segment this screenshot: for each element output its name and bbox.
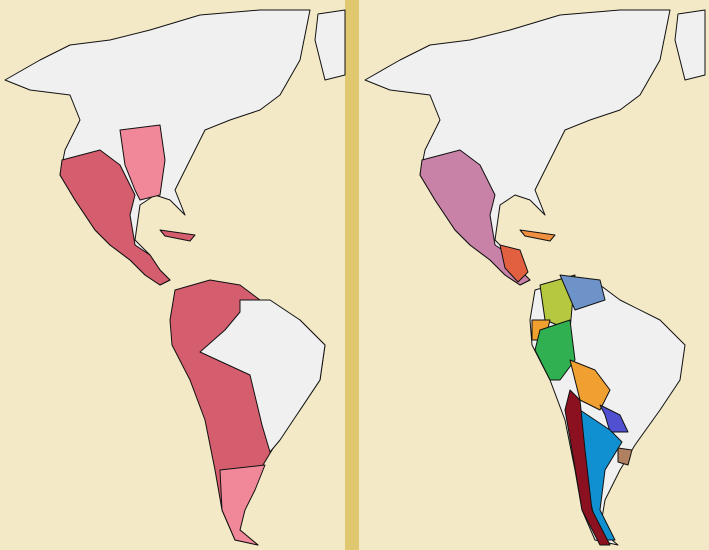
bolivia	[569, 359, 611, 411]
texas-region	[119, 124, 166, 201]
cuba	[159, 229, 196, 242]
divider	[345, 0, 359, 550]
venezuela	[559, 274, 606, 311]
peru	[534, 319, 576, 381]
patagonia	[219, 464, 266, 546]
chile	[564, 389, 611, 546]
cuba	[519, 229, 556, 242]
uruguay	[617, 447, 633, 466]
right-map	[364, 9, 706, 546]
paraguay	[599, 404, 629, 433]
central-america	[499, 244, 529, 283]
left-map	[4, 9, 346, 546]
